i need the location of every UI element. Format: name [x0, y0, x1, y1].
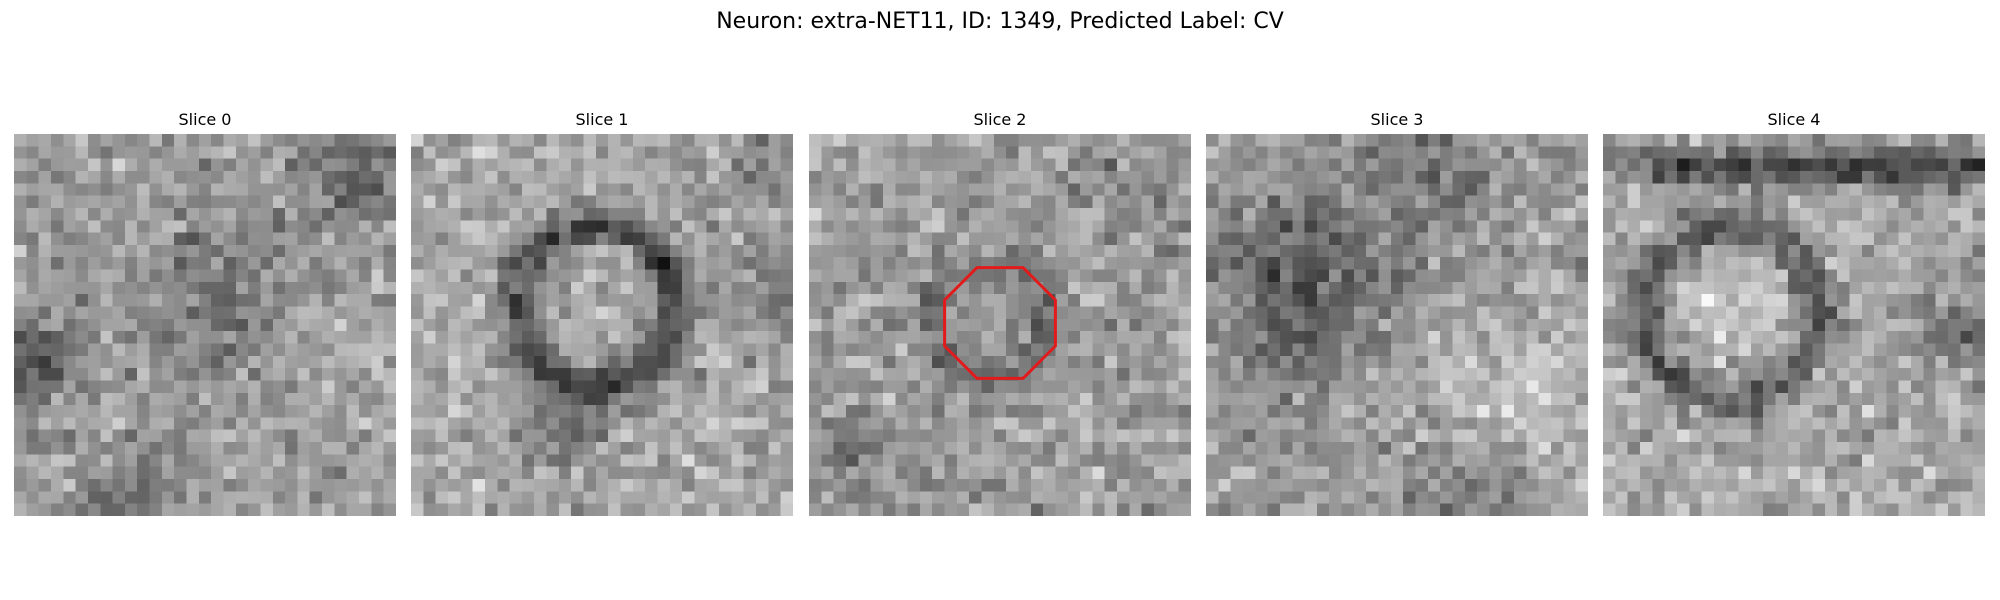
- slice-title-3: Slice 3: [1206, 110, 1588, 132]
- slice-image-3: [1206, 134, 1588, 516]
- slice-panel-4: Slice 4: [1603, 110, 1985, 516]
- slice-image-2: [809, 134, 1191, 516]
- slice-title-4: Slice 4: [1603, 110, 1985, 132]
- slice-image-4: [1603, 134, 1985, 516]
- figure-title: Neuron: extra-NET11, ID: 1349, Predicted…: [0, 8, 2000, 36]
- slice-panel-3: Slice 3: [1206, 110, 1588, 516]
- slice-panel-0: Slice 0: [14, 110, 396, 516]
- slice-title-1: Slice 1: [411, 110, 793, 132]
- slice-image-0: [14, 134, 396, 516]
- slice-title-0: Slice 0: [14, 110, 396, 132]
- slice-image-1: [411, 134, 793, 516]
- slice-panel-1: Slice 1: [411, 110, 793, 516]
- slice-panel-2: Slice 2: [809, 110, 1191, 516]
- slice-title-2: Slice 2: [809, 110, 1191, 132]
